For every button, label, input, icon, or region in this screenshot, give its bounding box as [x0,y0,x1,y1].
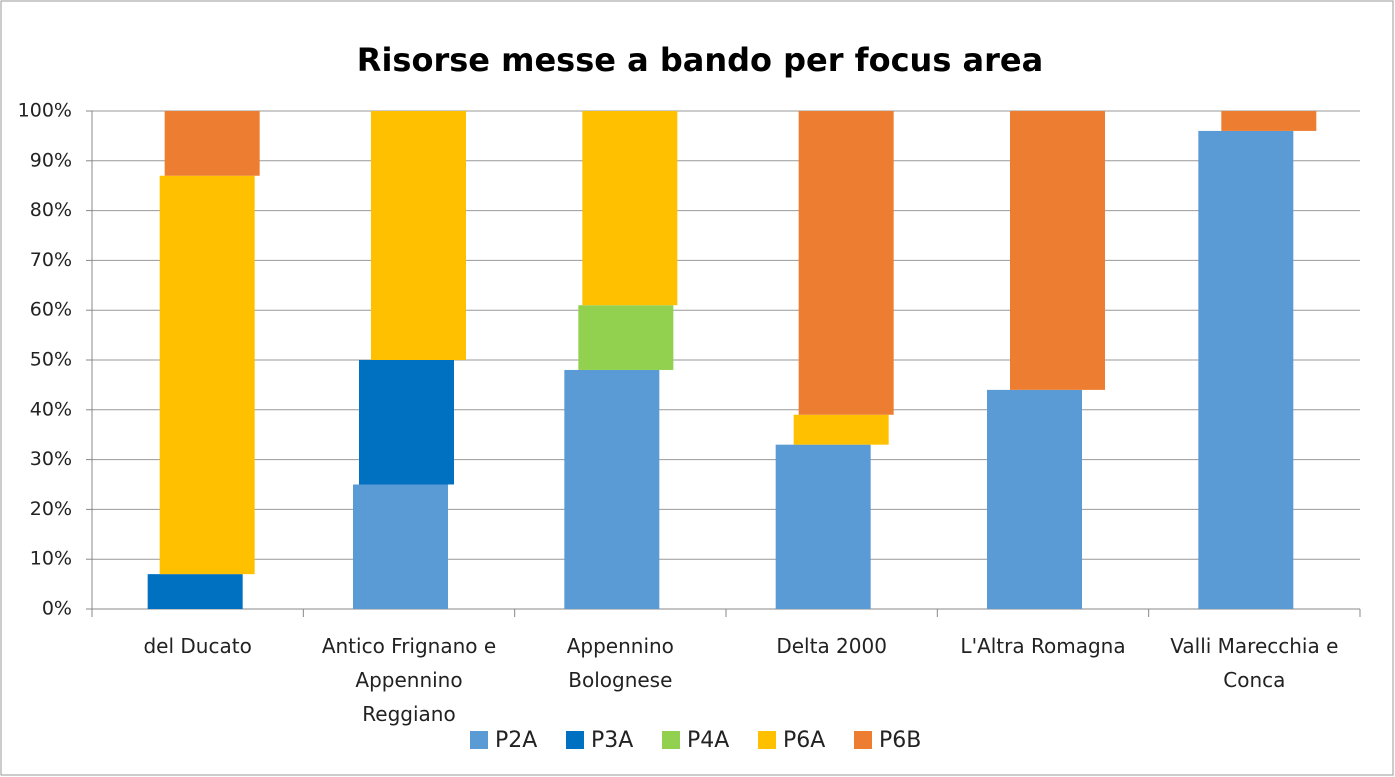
legend-label: P6B [879,728,921,753]
bar-segment [578,305,674,370]
legend-label: P2A [495,728,537,753]
chart-title: Risorse messe a bando per focus area [357,41,1043,79]
legend-swatch [662,731,680,749]
y-tick-label: 40% [30,398,72,420]
bar-segment [1221,111,1317,131]
bar-segment [1010,111,1105,390]
legend-swatch [758,731,776,749]
bar-segment [775,444,871,609]
y-tick-label: 70% [30,249,72,271]
bar-segment [353,484,448,609]
legend-swatch [854,731,872,749]
bar-segment [147,574,243,609]
bar-segment [359,360,454,485]
x-tick-label: Valli Marecchia e Conca [1170,634,1339,692]
y-tick-label: 100% [18,100,72,122]
x-tick-label: L'Altra Romagna [960,634,1126,658]
bar-segment [793,414,889,445]
x-tick-label: Delta 2000 [776,634,887,658]
y-tick-label: 30% [30,448,72,470]
bar-segment [164,111,260,176]
legend-label: P6A [783,728,825,753]
bar-segment [798,111,894,415]
bar-segment [987,389,1082,609]
bar-segment [1198,130,1294,610]
bar-segment [159,175,255,575]
y-tick-label: 10% [30,548,72,570]
y-tick-label: 0% [42,598,72,620]
y-tick-label: 80% [30,199,72,221]
x-tick-label: Antico Frignano e Appennino Reggiano [321,634,497,726]
x-tick-label: del Ducato [143,634,252,658]
y-tick-label: 20% [30,498,72,520]
y-tick-label: 90% [30,149,72,171]
bar-segment [582,111,678,306]
legend-label: P3A [591,728,633,753]
legend-swatch [470,731,488,749]
bar-segment [371,111,466,360]
y-tick-label: 60% [30,299,72,321]
bar-segment [564,369,660,609]
legend-swatch [566,731,584,749]
legend-label: P4A [687,728,729,753]
y-tick-label: 50% [30,349,72,371]
x-tick-label: Appennino Bolognese [566,634,674,692]
